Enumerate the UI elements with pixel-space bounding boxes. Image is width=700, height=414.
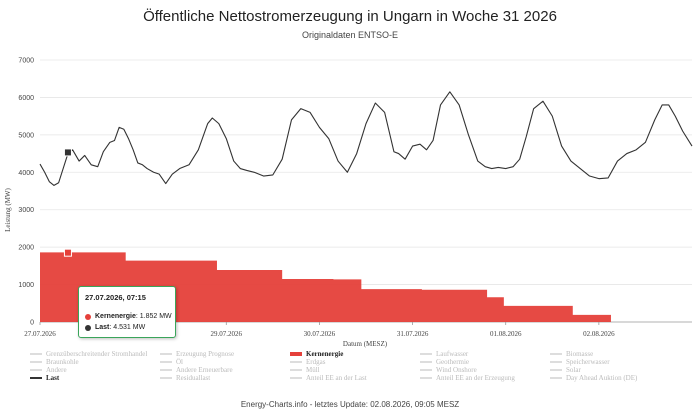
legend-swatch-icon: [160, 353, 172, 355]
y-tick-label: 6000: [18, 95, 34, 102]
y-axis-ticks: 0 1000 2000 3000 4000 5000 6000 7000: [18, 58, 34, 327]
y-tick-label: 3000: [18, 207, 34, 214]
legend-item[interactable]: Last: [30, 374, 59, 382]
tooltip-value: 1.852 MW: [139, 313, 172, 320]
legend-label: Braunkohle: [46, 358, 79, 366]
legend-item[interactable]: Andere Erneuerbare: [160, 366, 233, 374]
x-tick-label: 02.08.2026: [583, 330, 615, 338]
kernenergie-dot-icon: [85, 313, 91, 320]
legend-item[interactable]: Müll: [290, 366, 320, 374]
series-line-last: [39, 91, 693, 186]
y-tick-label: 7000: [18, 58, 34, 65]
x-tick-label: 01.08.2026: [490, 330, 522, 338]
legend-item[interactable]: Laufwasser: [420, 350, 468, 358]
legend-swatch-icon: [420, 353, 432, 355]
legend-swatch-icon: [30, 369, 42, 371]
tooltip-row-last: Last: 4.531 MW: [85, 324, 145, 331]
x-axis-ticks: 27.07.2026 29.07.2026 30.07.2026 31.07.2026…: [24, 322, 615, 338]
legend-swatch-icon: [290, 377, 302, 379]
legend-item[interactable]: Anteil EE an der Erzeugung: [420, 374, 515, 382]
legend-item[interactable]: Speicherwasser: [550, 358, 610, 366]
hover-marker-last: [63, 148, 72, 157]
legend-label: Andere: [46, 366, 67, 374]
legend-label: Solar: [566, 366, 581, 374]
legend-label: Andere Erneuerbare: [176, 366, 233, 374]
legend-item[interactable]: Anteil EE an der Last: [290, 374, 367, 382]
chart-title: Öffentliche Nettostromerzeugung in Ungar…: [143, 8, 557, 25]
x-tick-label: 27.07.2026: [24, 330, 56, 338]
legend-swatch-icon: [550, 353, 562, 355]
footer-credit: Energy-Charts.info - letztes Update: 02.…: [240, 400, 460, 409]
legend-label: Kernenergie: [306, 350, 344, 358]
tooltip-header: 27.07.2026, 07:15: [85, 293, 146, 302]
legend-item[interactable]: Geothermie: [420, 358, 469, 366]
legend-swatch-icon: [30, 377, 42, 379]
legend-swatch-icon: [550, 377, 562, 379]
hover-marker-kernenergie: [63, 248, 72, 257]
legend-label: Müll: [306, 366, 320, 374]
tooltip-row-kernenergie: Kernenergie: 1.852 MW: [85, 313, 172, 320]
y-tick-label: 2000: [18, 245, 34, 252]
legend-swatch-icon: [160, 377, 172, 379]
chart-subtitle: Originaldaten ENTSO-E: [301, 30, 399, 40]
tooltip: 27.07.2026, 07:15 Kernenergie: 1.852 MW …: [78, 286, 176, 338]
legend-item[interactable]: Braunkohle: [30, 358, 79, 366]
legend-swatch-icon: [550, 361, 562, 363]
legend-item[interactable]: Grenzüberschreitender Stromhandel: [30, 350, 147, 358]
legend-label: Erzeugung Prognose: [176, 350, 235, 358]
legend-swatch-icon: [420, 369, 432, 371]
legend-label: Geothermie: [436, 358, 470, 366]
legend-swatch-icon: [30, 353, 42, 355]
legend-swatch-icon: [160, 361, 172, 363]
legend-swatch-icon: [30, 361, 42, 363]
legend-label: Last: [46, 374, 60, 382]
series-area-kernenergie: [40, 252, 611, 322]
legend-item[interactable]: Kernenergie: [290, 350, 343, 358]
legend-label: Residuallast: [176, 374, 211, 382]
legend-item[interactable]: Öl: [160, 358, 183, 366]
legend-item[interactable]: Biomasse: [550, 350, 593, 358]
legend-label: Anteil EE an der Last: [306, 374, 367, 382]
legend-label: Erdgas: [306, 358, 326, 366]
legend-item[interactable]: Erzeugung Prognose: [160, 350, 234, 358]
legend-swatch-icon: [160, 369, 172, 371]
legend-item[interactable]: Solar: [550, 366, 581, 374]
y-tick-label: 5000: [18, 132, 34, 139]
y-tick-label: 4000: [18, 170, 34, 177]
x-axis-label: Datum (MESZ): [343, 340, 388, 348]
x-tick-label: 30.07.2026: [304, 330, 336, 338]
legend-label: Anteil EE an der Erzeugung: [436, 374, 515, 382]
legend-swatch-icon: [290, 361, 302, 363]
y-axis-label: Leistung (MW): [4, 187, 12, 231]
legend-label: Öl: [176, 358, 183, 366]
legend-item[interactable]: Residuallast: [160, 374, 210, 382]
series-layer: [39, 91, 693, 322]
legend-swatch-icon: [420, 361, 432, 363]
legend-swatch-icon: [290, 352, 302, 356]
tooltip-label: Kernenergie: [95, 313, 136, 320]
legend-item[interactable]: Andere: [30, 366, 67, 374]
y-tick-label: 0: [30, 320, 34, 327]
legend-item[interactable]: Day Ahead Auktion (DE): [550, 374, 637, 382]
legend-swatch-icon: [290, 369, 302, 371]
legend-label: Day Ahead Auktion (DE): [566, 374, 638, 382]
tooltip-value: 4.531 MW: [113, 324, 146, 331]
legend-item[interactable]: Wind Onshore: [420, 366, 477, 374]
legend-label: Laufwasser: [436, 350, 469, 358]
legend-swatch-icon: [420, 377, 432, 379]
legend-swatch-icon: [550, 369, 562, 371]
legend-label: Wind Onshore: [436, 366, 477, 374]
tooltip-label: Last: [95, 324, 110, 331]
legend-label: Speicherwasser: [566, 358, 610, 366]
legend-label: Grenzüberschreitender Stromhandel: [46, 350, 148, 358]
y-tick-label: 1000: [18, 282, 34, 289]
x-tick-label: 31.07.2026: [397, 330, 429, 338]
legend-label: Biomasse: [566, 350, 594, 358]
last-dot-icon: [85, 324, 91, 331]
legend-item[interactable]: Erdgas: [290, 358, 325, 366]
x-tick-label: 29.07.2026: [211, 330, 243, 338]
